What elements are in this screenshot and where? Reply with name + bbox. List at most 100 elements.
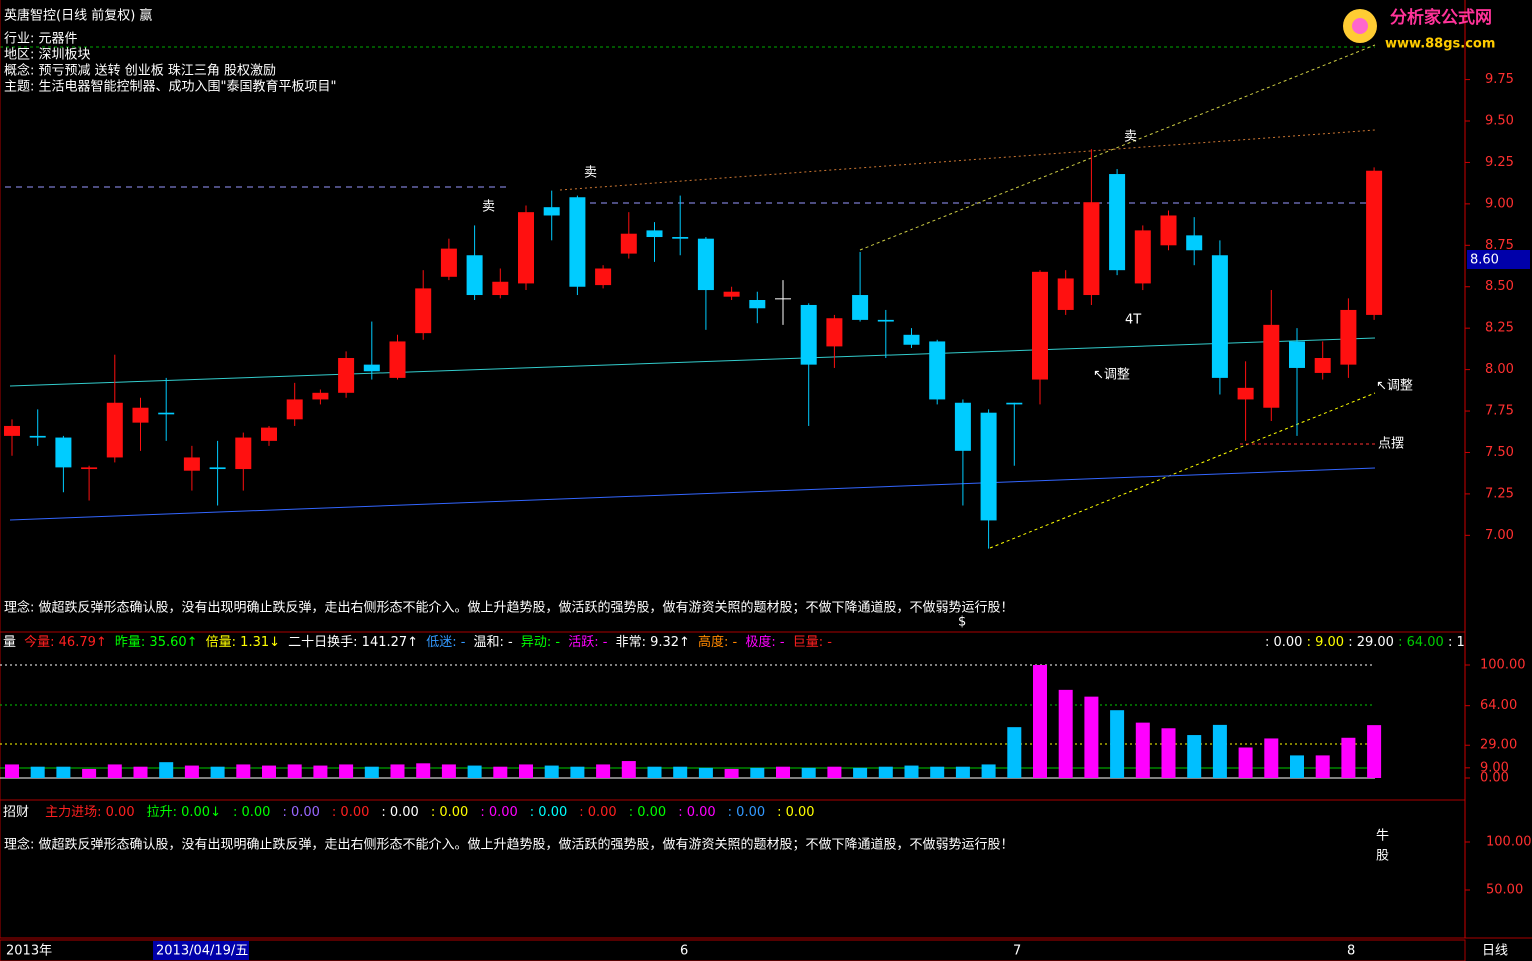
candle-body <box>646 230 663 238</box>
volume-bar <box>673 766 688 778</box>
candle-body <box>1006 402 1023 405</box>
volume-bar <box>698 767 713 778</box>
title: 英唐智控(日线 前复权) 赢 <box>4 8 152 24</box>
volume-bar <box>776 766 790 778</box>
candle-body <box>749 300 766 309</box>
candle-body <box>132 407 149 423</box>
volume-bar <box>416 763 431 778</box>
header-item: : 1 <box>1448 635 1465 650</box>
volume-bar <box>313 765 328 778</box>
header-item: 非常: 9.32↑ <box>616 635 694 650</box>
y-tick-label: 8.50 <box>1485 279 1514 294</box>
header-item: 活跃: - <box>568 635 611 650</box>
volume-bar <box>853 767 868 778</box>
candle-body <box>466 255 483 296</box>
header-item: : 0.00 <box>629 805 666 820</box>
volume-bar <box>339 764 354 778</box>
candle-body <box>697 238 714 291</box>
candle-body <box>209 467 226 470</box>
candle-body <box>877 319 894 322</box>
volume-bar <box>1341 737 1356 778</box>
volume-bar <box>262 765 276 778</box>
candle-body <box>29 435 46 438</box>
volume-bar <box>390 764 405 778</box>
header-item: 今量: 46.79↑ <box>24 634 111 650</box>
candle-body <box>1237 387 1254 400</box>
header-item: 温和: - <box>474 635 517 650</box>
info-line: 主题: 生活电器智能控制器、成功入围"泰国教育平板项目" <box>4 79 336 95</box>
candle-body <box>492 281 509 296</box>
cursor-price: 8.60 <box>1470 253 1499 268</box>
header-item: : 0.00 <box>233 805 270 820</box>
volume-bar <box>1187 735 1202 778</box>
y-tick-label: 7.25 <box>1485 486 1514 501</box>
candle-body <box>980 412 997 521</box>
candle-body <box>518 212 534 284</box>
candle-body <box>1263 324 1280 408</box>
header-item: 极度: - <box>745 634 788 650</box>
volume-bar <box>236 764 251 778</box>
volume-bar <box>30 766 45 778</box>
annotation: 卖 <box>584 166 597 181</box>
candle-body <box>852 295 869 320</box>
volume-bar <box>647 766 662 778</box>
info-line: 概念: 预亏预减 送转 创业板 珠江三角 股权激励 <box>4 63 276 79</box>
candle-body <box>1186 235 1203 251</box>
volume-bar <box>1290 755 1304 778</box>
header-item: 倍量: 1.31↓ <box>206 635 284 650</box>
month-label: 6 <box>680 944 688 959</box>
volume-bar <box>184 765 199 778</box>
candle-body <box>954 402 971 451</box>
candle-body <box>363 364 380 372</box>
candle-body <box>440 248 457 277</box>
volume-bar <box>210 766 225 778</box>
annotation: 卖 <box>482 200 495 215</box>
logo-url: www.88gs.com <box>1385 37 1495 52</box>
header-item: : 0.00 <box>728 805 765 820</box>
candle-body <box>389 341 406 378</box>
volume-bar <box>467 765 482 778</box>
month-label: 7 <box>1013 944 1021 959</box>
candle-body <box>543 207 560 216</box>
candle-body <box>261 427 277 441</box>
annotation: $ <box>958 615 966 630</box>
header-item: 二十日换手: 141.27↑ <box>288 635 422 650</box>
volume-bar <box>133 766 148 778</box>
candle-body <box>620 233 637 254</box>
y-tick-label: 9.25 <box>1485 155 1514 170</box>
volume-bar <box>1084 696 1099 778</box>
note: 理念: 做超跌反弹形态确认股，没有出现明确止跌反弹，走出右侧形态不能介入。做上升… <box>4 600 1014 616</box>
candle-body <box>312 392 329 400</box>
annotation: 卖 <box>1124 130 1137 145</box>
header-item: 昨量: 35.60↑ <box>115 635 202 650</box>
volume-bar <box>981 764 996 778</box>
candle-body <box>723 291 740 297</box>
header-item: : 0.00 <box>480 805 517 820</box>
volume-bar <box>1161 728 1176 778</box>
y-tick-label: 7.50 <box>1485 445 1514 460</box>
y-tick-label: 9.75 <box>1485 72 1514 87</box>
y-tick-label: 8.25 <box>1485 321 1514 336</box>
volume-bar <box>596 764 611 778</box>
y-tick-label: 64.00 <box>1480 698 1517 713</box>
volume-bar <box>1135 722 1150 778</box>
header-item: 低迷: - <box>426 635 469 650</box>
footer-year: 2013年 <box>6 944 52 959</box>
candle-body <box>81 467 98 470</box>
annotation: 点摆 <box>1378 437 1404 452</box>
volume-bar <box>1264 738 1279 778</box>
volume-bar <box>904 765 919 778</box>
header-item: : 29.00 <box>1348 635 1398 650</box>
header-item: 招财 <box>3 805 33 820</box>
candle-body <box>1134 230 1151 284</box>
volume-bar <box>56 766 71 778</box>
y-tick-label: 8.75 <box>1485 238 1514 253</box>
volume-bar <box>801 767 816 778</box>
volume-bar <box>1007 727 1022 778</box>
volume-bar <box>621 761 636 778</box>
header-item: 主力进场: 0.00 <box>45 805 134 820</box>
candle-body <box>569 197 586 287</box>
info-line: 地区: 深圳板块 <box>4 48 91 63</box>
header-item: 量 <box>3 635 20 650</box>
